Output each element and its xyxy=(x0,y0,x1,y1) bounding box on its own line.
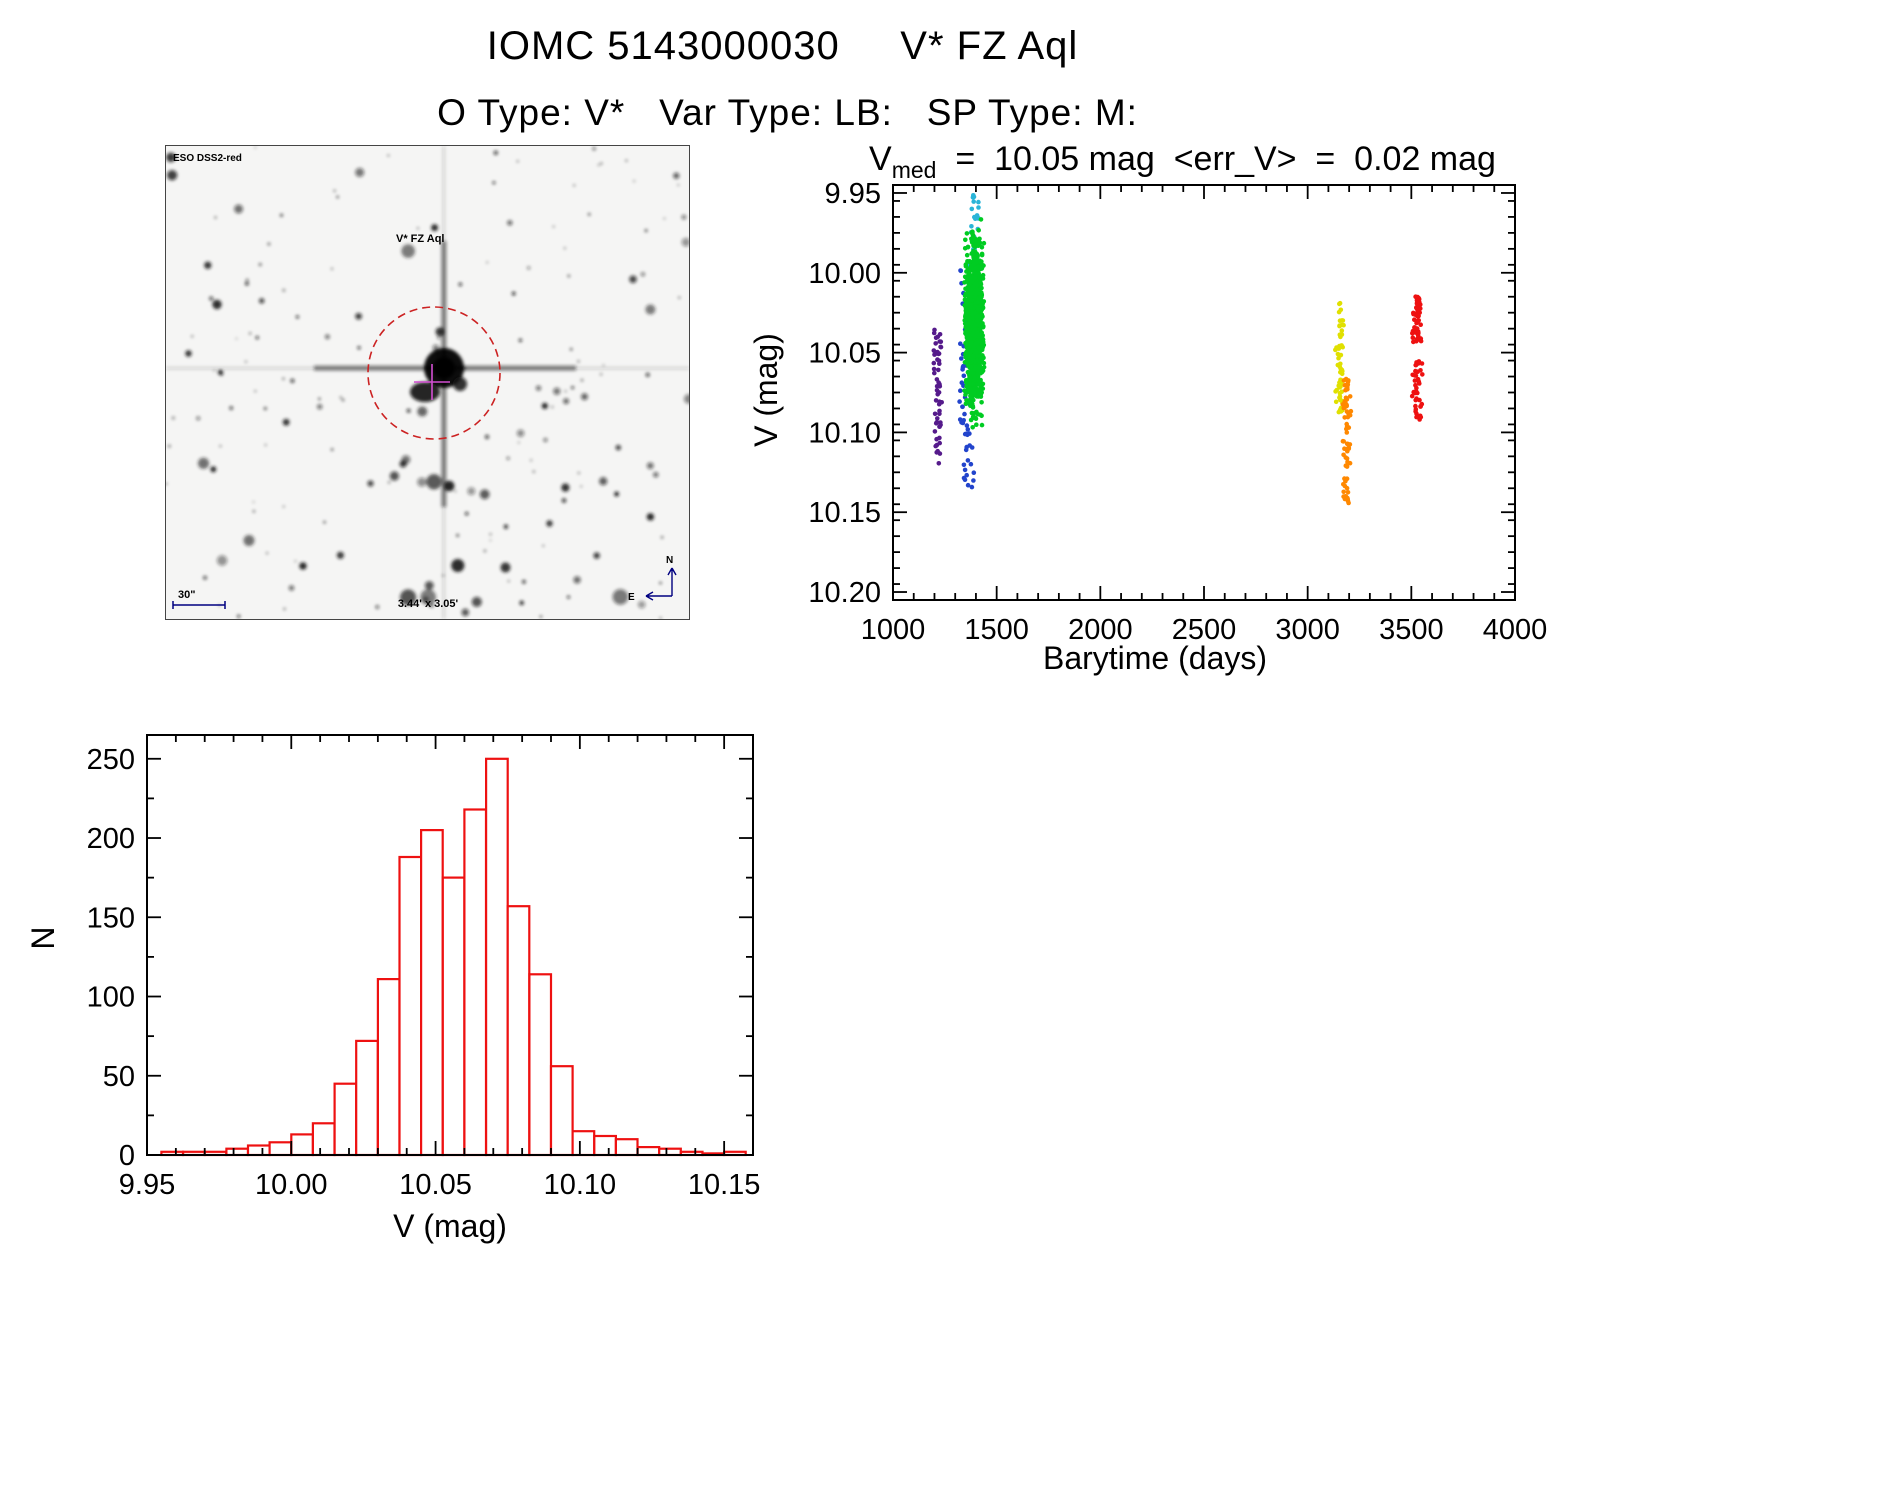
svg-text:30": 30" xyxy=(178,589,195,601)
svg-text:10.15: 10.15 xyxy=(688,1169,761,1201)
vmed-stats: Vmed = 10.05 mag <err_V> = 0.02 mag xyxy=(810,140,1555,184)
vmed-rest: = 10.05 mag <err_V> = 0.02 mag xyxy=(936,140,1496,178)
svg-text:ESO DSS2-red: ESO DSS2-red xyxy=(173,153,242,164)
svg-text:N: N xyxy=(666,555,673,566)
svg-text:10.00: 10.00 xyxy=(255,1169,328,1201)
figure-subtitle: O Type: V* Var Type: LB: SP Type: M: xyxy=(437,92,1138,133)
svg-text:150: 150 xyxy=(87,902,135,934)
svg-text:10.10: 10.10 xyxy=(544,1169,617,1201)
svg-text:2500: 2500 xyxy=(1172,614,1237,646)
svg-text:100: 100 xyxy=(87,982,135,1014)
figure-title: IOMC 5143000030 V* FZ Aql xyxy=(486,24,1079,68)
lightcurve-chart: 1000 1500 2000 2500 3000 3500 4000 9.95 10.00 10.… xyxy=(808,178,1548,646)
svg-text:200: 200 xyxy=(87,823,135,855)
svg-text:9.95: 9.95 xyxy=(119,1169,175,1201)
histogram-ylabel: N xyxy=(25,926,61,950)
vmed-var: V xyxy=(869,140,892,178)
svg-text:3000: 3000 xyxy=(1275,614,1340,646)
svg-text:2000: 2000 xyxy=(1068,614,1133,646)
vmed-sub: med xyxy=(891,156,937,183)
histogram-xlabel: V (mag) xyxy=(393,1208,507,1244)
lightcurve-ylabel: V (mag) xyxy=(748,333,784,447)
svg-text:9.95: 9.95 xyxy=(825,178,881,210)
svg-text:10.15: 10.15 xyxy=(808,497,881,529)
svg-text:1000: 1000 xyxy=(861,614,926,646)
lightcurve-xlabel: Barytime (days) xyxy=(1042,640,1268,676)
svg-text:1500: 1500 xyxy=(964,614,1029,646)
sky-image: V* FZ Aql ESO DSS2-red 30" 3.44' x 3.05' N E xyxy=(165,146,694,620)
svg-text:10.05: 10.05 xyxy=(808,338,881,370)
svg-text:4000: 4000 xyxy=(1483,614,1548,646)
svg-text:10.20: 10.20 xyxy=(808,577,881,609)
svg-text:10.05: 10.05 xyxy=(399,1169,472,1201)
sky-image-panel: V* FZ Aql ESO DSS2-red 30" 3.44' x 3.05' N E xyxy=(165,145,694,620)
svg-text:10.00: 10.00 xyxy=(808,258,881,290)
svg-text:10.10: 10.10 xyxy=(808,417,881,449)
svg-text:E: E xyxy=(628,592,635,603)
svg-text:3500: 3500 xyxy=(1379,614,1444,646)
svg-text:3.44' x 3.05': 3.44' x 3.05' xyxy=(398,598,459,610)
svg-text:0: 0 xyxy=(119,1140,135,1172)
svg-text:50: 50 xyxy=(103,1061,135,1093)
svg-text:V* FZ Aql: V* FZ Aql xyxy=(396,233,444,245)
svg-text:250: 250 xyxy=(87,744,135,776)
histogram-chart: 9.95 10.00 10.05 10.10 10.15 0 50 100 150 200 250 xyxy=(87,734,761,1201)
